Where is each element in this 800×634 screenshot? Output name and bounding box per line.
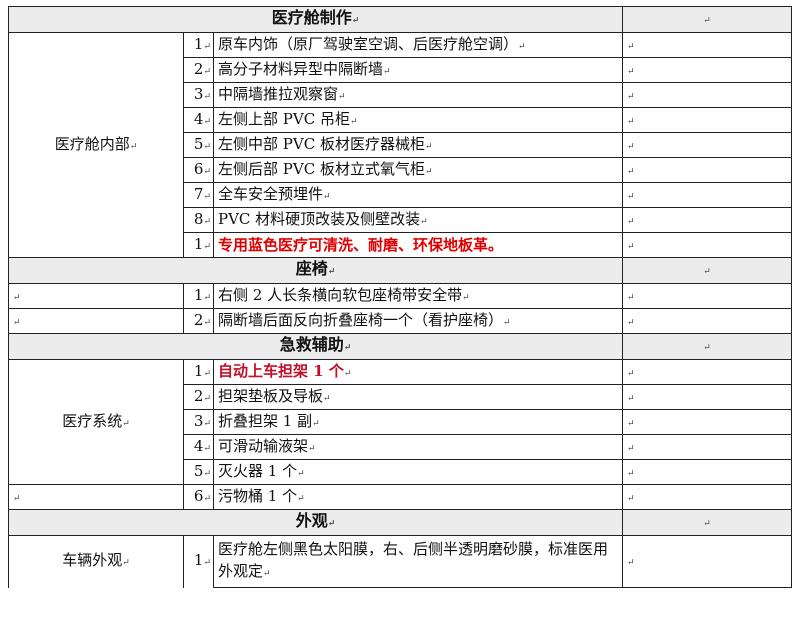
- remark-cell: [622, 484, 792, 510]
- remark-cell: [622, 409, 792, 435]
- remark-cell: [622, 232, 792, 258]
- table-row: 1 右侧 2 人长条横向软包座椅带安全带: [8, 283, 792, 309]
- item-number: 1: [193, 285, 204, 304]
- item-number: 4: [193, 109, 204, 128]
- item-text: 折叠担架 1 副: [218, 411, 313, 430]
- item-text: 左侧上部 PVC 吊柜: [218, 109, 350, 128]
- item-number: 3: [193, 84, 204, 103]
- table-row: 8 PVC 材料硬顶改装及侧壁改装: [9, 207, 792, 233]
- group-label: [8, 283, 184, 309]
- section-title: 座椅: [295, 259, 328, 278]
- group-label: 医疗系统: [8, 359, 184, 485]
- table-row: 6 污物桶 1 个: [8, 484, 792, 510]
- remark-cell: [622, 283, 792, 309]
- remark-cell: [622, 535, 792, 588]
- item-number: 6: [193, 159, 204, 178]
- group-label: [8, 484, 184, 510]
- item-number: 8: [193, 209, 204, 228]
- item-number: 4: [193, 436, 204, 455]
- section-title: 医疗舱制作: [271, 8, 352, 27]
- item-text-highlighted: 自动上车担架 1 个: [218, 361, 344, 380]
- remark-cell: [622, 207, 792, 233]
- item-text: PVC 材料硬顶改装及侧壁改装: [218, 209, 421, 228]
- item-number: 7: [193, 184, 204, 203]
- item-number: 2: [193, 59, 204, 78]
- item-text: 灭火器 1 个: [218, 461, 298, 480]
- item-number: 5: [193, 461, 204, 480]
- remark-cell: [622, 459, 792, 485]
- remark-cell: [622, 333, 792, 360]
- section-header-row: 医疗舱制作: [8, 6, 792, 33]
- table-row: 7 全车安全预埋件: [9, 182, 792, 208]
- item-text: 污物桶 1 个: [218, 486, 298, 505]
- item-text: 隔断墙后面反向折叠座椅一个（看护座椅）: [218, 310, 504, 329]
- item-number: 1: [193, 361, 204, 380]
- item-number: 6: [193, 486, 204, 505]
- table-row: 车辆外观 1 医疗舱左侧黑色太阳膜，右、后侧半透明磨砂膜，标准医用外观定: [8, 535, 792, 588]
- item-text: 可滑动输液架: [218, 436, 309, 455]
- item-number: 3: [193, 411, 204, 430]
- remark-cell: [622, 182, 792, 208]
- section-header-row: 外观: [8, 509, 792, 536]
- table-row: 医疗系统 1 自动上车担架 1 个: [8, 359, 792, 485]
- section-title: 急救辅助: [279, 335, 344, 354]
- item-text-highlighted: 专用蓝色医疗可清洗、耐磨、环保地板革。: [218, 236, 504, 254]
- section-title: 外观: [295, 511, 328, 530]
- remark-cell: [622, 434, 792, 460]
- remark-cell: [622, 308, 792, 334]
- table-row: 2 隔断墙后面反向折叠座椅一个（看护座椅）: [8, 308, 792, 334]
- remark-cell: [622, 82, 792, 108]
- remark-cell: [622, 257, 792, 284]
- spec-table: 医疗舱制作 医疗舱内部 1 原车内饰（原厂驾驶室空调、后医疗舱空调） 2 高分子…: [8, 6, 792, 588]
- item-number: 1: [193, 551, 204, 570]
- table-row: 医疗舱内部 1 原车内饰（原厂驾驶室空调、后医疗舱空调）: [8, 32, 792, 258]
- table-row: 1 专用蓝色医疗可清洗、耐磨、环保地板革。: [9, 232, 792, 258]
- item-text: 左侧中部 PVC 板材医疗器械柜: [218, 134, 425, 153]
- remark-cell: [622, 57, 792, 83]
- section-header-row: 急救辅助: [8, 333, 792, 360]
- item-number: 1: [193, 234, 204, 253]
- table-row: 2 担架垫板及导板: [9, 384, 792, 410]
- table-row: 3 中隔墙推拉观察窗: [9, 82, 792, 108]
- item-number: 2: [193, 310, 204, 329]
- item-text: 原车内饰（原厂驾驶室空调、后医疗舱空调）: [218, 34, 519, 53]
- remark-cell: [622, 157, 792, 183]
- remark-cell: [622, 509, 792, 536]
- table-row: 4 可滑动输液架: [9, 434, 792, 460]
- table-row: 5 左侧中部 PVC 板材医疗器械柜: [9, 132, 792, 158]
- group-label: 车辆外观: [8, 535, 184, 588]
- item-number: 5: [193, 134, 204, 153]
- item-text: 医疗舱左侧黑色太阳膜，右、后侧半透明磨砂膜，标准医用外观定: [218, 540, 609, 580]
- item-text: 右侧 2 人长条横向软包座椅带安全带: [218, 285, 463, 304]
- group-label: 医疗舱内部: [8, 32, 184, 258]
- item-number: 2: [193, 386, 204, 405]
- table-row: 4 左侧上部 PVC 吊柜: [9, 107, 792, 133]
- group-label: [8, 308, 184, 334]
- remark-cell: [622, 359, 792, 385]
- remark-cell: [622, 6, 792, 33]
- item-text: 全车安全预埋件: [218, 184, 324, 203]
- table-row: 3 折叠担架 1 副: [9, 409, 792, 435]
- remark-cell: [622, 132, 792, 158]
- remark-cell: [622, 32, 792, 58]
- item-number: 1: [193, 34, 204, 53]
- item-text: 担架垫板及导板: [218, 386, 324, 405]
- item-text: 中隔墙推拉观察窗: [218, 84, 339, 103]
- item-text: 高分子材料异型中隔断墙: [218, 59, 384, 78]
- item-text: 左侧后部 PVC 板材立式氧气柜: [218, 159, 425, 178]
- remark-cell: [622, 384, 792, 410]
- section-header-row: 座椅: [8, 257, 792, 284]
- remark-cell: [622, 107, 792, 133]
